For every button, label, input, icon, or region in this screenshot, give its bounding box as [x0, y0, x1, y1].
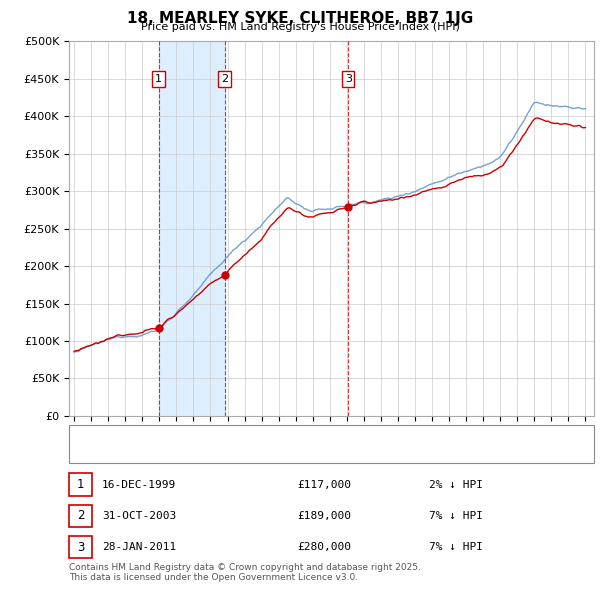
- Text: £117,000: £117,000: [297, 480, 351, 490]
- Text: 18, MEARLEY SYKE, CLITHEROE, BB7 1JG: 18, MEARLEY SYKE, CLITHEROE, BB7 1JG: [127, 11, 473, 25]
- Text: HPI: Average price, detached house, Ribble Valley: HPI: Average price, detached house, Ribb…: [108, 447, 368, 457]
- Text: 7% ↓ HPI: 7% ↓ HPI: [429, 511, 483, 521]
- Text: 1: 1: [77, 478, 84, 491]
- Text: 3: 3: [77, 540, 84, 554]
- Text: 18, MEARLEY SYKE, CLITHEROE, BB7 1JG (detached house): 18, MEARLEY SYKE, CLITHEROE, BB7 1JG (de…: [108, 430, 414, 440]
- Text: 2% ↓ HPI: 2% ↓ HPI: [429, 480, 483, 490]
- Text: 2: 2: [77, 509, 84, 523]
- Text: 16-DEC-1999: 16-DEC-1999: [102, 480, 176, 490]
- Text: £280,000: £280,000: [297, 542, 351, 552]
- Text: 28-JAN-2011: 28-JAN-2011: [102, 542, 176, 552]
- Bar: [158, 41, 224, 416]
- Text: 3: 3: [345, 74, 352, 84]
- Text: 2: 2: [221, 74, 228, 84]
- Text: 7% ↓ HPI: 7% ↓ HPI: [429, 542, 483, 552]
- Text: Price paid vs. HM Land Registry's House Price Index (HPI): Price paid vs. HM Land Registry's House …: [140, 22, 460, 32]
- Text: 1: 1: [155, 74, 162, 84]
- Text: £189,000: £189,000: [297, 511, 351, 521]
- Text: 31-OCT-2003: 31-OCT-2003: [102, 511, 176, 521]
- Text: Contains HM Land Registry data © Crown copyright and database right 2025.
This d: Contains HM Land Registry data © Crown c…: [69, 563, 421, 582]
